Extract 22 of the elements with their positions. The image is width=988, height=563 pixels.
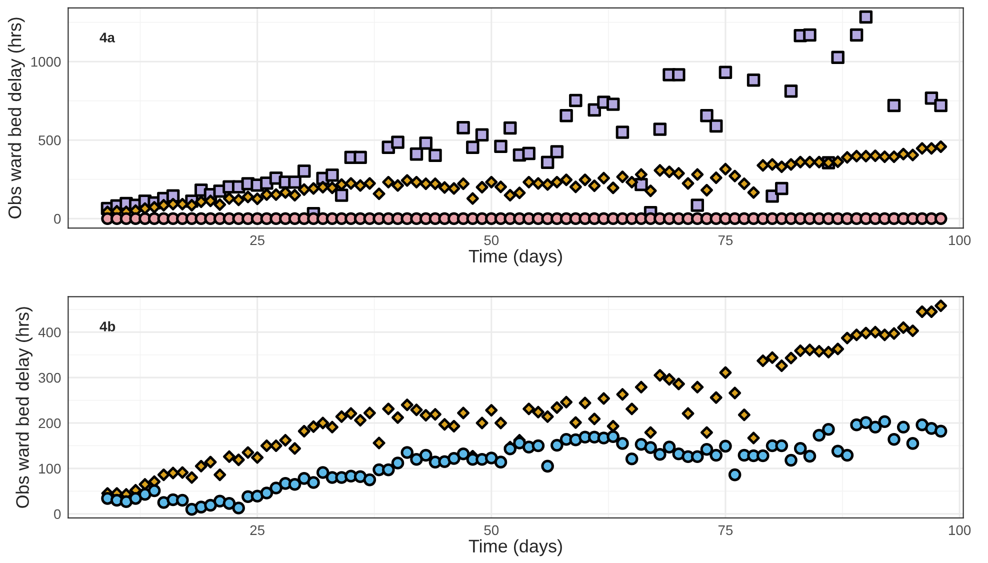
x-tick-label: 100: [949, 235, 971, 246]
y-tick-label: 0: [54, 509, 61, 520]
x-tick-label: 25: [250, 235, 264, 246]
y-tick-label: 300: [38, 372, 61, 383]
x-tick-label: 50: [484, 235, 499, 246]
y-tick-label: 0: [54, 214, 61, 224]
x-tick-label: 75: [718, 525, 733, 536]
y-tick-label: 500: [38, 135, 61, 146]
y-tick-label: 200: [38, 418, 61, 428]
x-tick-label: 25: [250, 525, 264, 536]
y-tick-label: 400: [38, 327, 61, 338]
x-tick-label: 75: [718, 235, 733, 246]
y-axis-title: Obs ward bed delay (hrs): [16, 307, 32, 508]
y-axis-title: Obs ward bed delay (hrs): [8, 18, 25, 218]
x-axis-title: Time (days): [468, 249, 562, 266]
x-tick-label: 50: [484, 525, 499, 536]
annotation: 4b: [100, 321, 116, 332]
y-tick-label: 100: [39, 464, 61, 474]
annotation: 4a: [100, 32, 116, 42]
y-tick-label: 1000: [31, 56, 61, 67]
x-axis-title: Time (days): [468, 539, 562, 556]
x-tick-label: 100: [949, 525, 971, 536]
